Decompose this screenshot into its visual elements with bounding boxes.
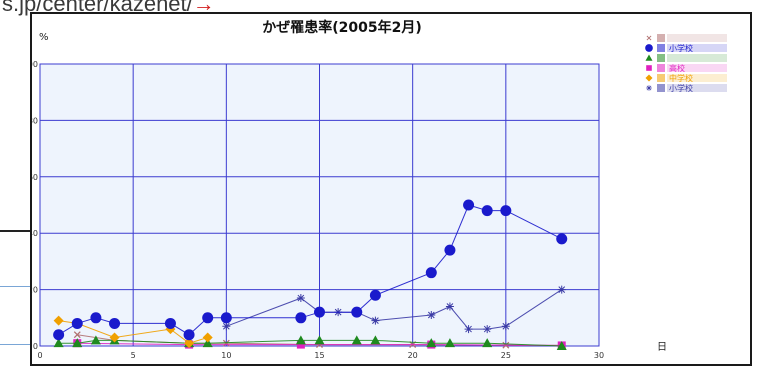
x-tick-label: 30 [594, 351, 604, 360]
legend-label-5: 小学校 [669, 83, 693, 93]
data-point-series-2 [351, 335, 362, 345]
legend-swatch-2 [657, 54, 665, 62]
data-point-series-4 [53, 315, 64, 326]
y-tick-label: 0 [33, 342, 38, 351]
legend-marker-3 [646, 65, 652, 71]
legend-blur-5 [667, 84, 727, 92]
data-point-series-5 [557, 285, 566, 294]
y-tick-label: 20 [32, 286, 38, 295]
x-tick-label: 5 [131, 351, 136, 360]
left-rule-2 [0, 344, 34, 345]
data-point-series-2 [482, 338, 493, 348]
data-point-series-5 [427, 310, 436, 319]
plot-border [39, 63, 600, 347]
data-point-series-4 [184, 338, 195, 349]
left-rule-1 [0, 286, 34, 287]
chart-title: かぜ罹患率(2005年2月) [262, 19, 422, 36]
x-axis-label: 日 [657, 342, 667, 353]
x-tick-label: 10 [221, 351, 231, 360]
legend-marker-1 [645, 44, 653, 52]
data-point-series-2 [556, 341, 567, 350]
legend-marker-5 [646, 85, 652, 91]
data-point-series-1 [53, 329, 65, 341]
y-tick-label: 60 [32, 173, 38, 182]
left-divider [0, 230, 34, 232]
data-point-series-1 [463, 199, 475, 211]
data-point-series-2 [426, 338, 437, 348]
legend-swatch-5 [657, 84, 665, 92]
data-point-series-5 [371, 316, 380, 325]
data-point-series-1 [314, 306, 325, 318]
left-page-decoration [0, 230, 34, 360]
chart-frame: 0 20 40 60 80 100 0 5 10 15 20 25 30% 日 かぜ罹患率(2005年2月)… [30, 12, 752, 366]
series-line-2 [58, 339, 562, 347]
y-tick-label: 40 [32, 229, 38, 238]
data-point-series-2 [202, 338, 213, 348]
legend-blur-1 [667, 44, 727, 52]
y-tick-label: 100 [32, 60, 38, 69]
data-point-series-1 [556, 233, 568, 245]
data-point-series-1 [369, 289, 381, 301]
data-point-series-5 [483, 325, 492, 334]
data-point-series-5 [464, 325, 473, 334]
x-tick-label: 15 [314, 351, 324, 360]
data-point-series-1 [109, 317, 121, 329]
legend-label-1: 小学校 [669, 43, 693, 53]
data-point-series-2 [370, 335, 381, 345]
legend-marker-4 [645, 74, 653, 82]
x-tick-label: 20 [408, 351, 418, 360]
data-point-series-2 [444, 338, 455, 348]
data-point-series-2 [53, 338, 64, 348]
flu-rate-chart: 0 20 40 60 80 100 0 5 10 15 20 25 30% 日 かぜ罹患率(2005年2月)… [32, 14, 750, 364]
data-point-series-1 [444, 244, 456, 256]
data-point-series-1 [90, 312, 102, 324]
y-axis-label: % [39, 32, 49, 43]
legend-label-4: 中学校 [669, 73, 693, 83]
legend-swatch-1 [657, 44, 665, 52]
data-point-series-2 [90, 335, 101, 345]
legend-swatch-0 [657, 34, 665, 42]
data-point-series-1 [202, 312, 214, 324]
data-point-series-5 [222, 322, 231, 331]
data-point-series-1 [425, 267, 437, 279]
legend-blur-2 [667, 54, 727, 62]
legend-blur-3 [667, 64, 727, 72]
data-point-series-2 [295, 335, 306, 345]
data-point-series-4 [202, 332, 213, 343]
legend-blur-0 [667, 34, 727, 42]
data-point-series-1 [295, 312, 307, 324]
data-point-series-1 [220, 312, 232, 324]
legend-label-3: 高校 [669, 63, 685, 73]
data-point-series-3 [296, 340, 305, 349]
data-point-series-5 [501, 322, 510, 331]
data-point-series-0 [222, 339, 230, 347]
data-point-series-0 [73, 331, 81, 339]
data-point-series-5 [296, 294, 305, 303]
data-point-series-1 [500, 205, 512, 217]
y-tick-label: 80 [32, 116, 38, 125]
legend-swatch-3 [657, 64, 665, 72]
legend-marker-0 [646, 35, 652, 41]
data-point-series-1 [71, 317, 83, 329]
data-point-series-5 [445, 302, 454, 311]
data-point-series-1 [481, 205, 493, 217]
x-tick-label: 25 [501, 351, 511, 360]
data-point-series-2 [314, 335, 325, 345]
legend-marker-2 [645, 54, 653, 61]
legend-blur-4 [667, 74, 727, 82]
data-point-series-1 [183, 329, 195, 341]
x-tick-label: 0 [37, 351, 42, 360]
data-point-series-2 [72, 338, 83, 348]
data-point-series-4 [109, 332, 120, 343]
data-point-series-1 [351, 306, 363, 318]
legend-swatch-4 [657, 74, 665, 82]
data-point-series-1 [164, 317, 176, 329]
